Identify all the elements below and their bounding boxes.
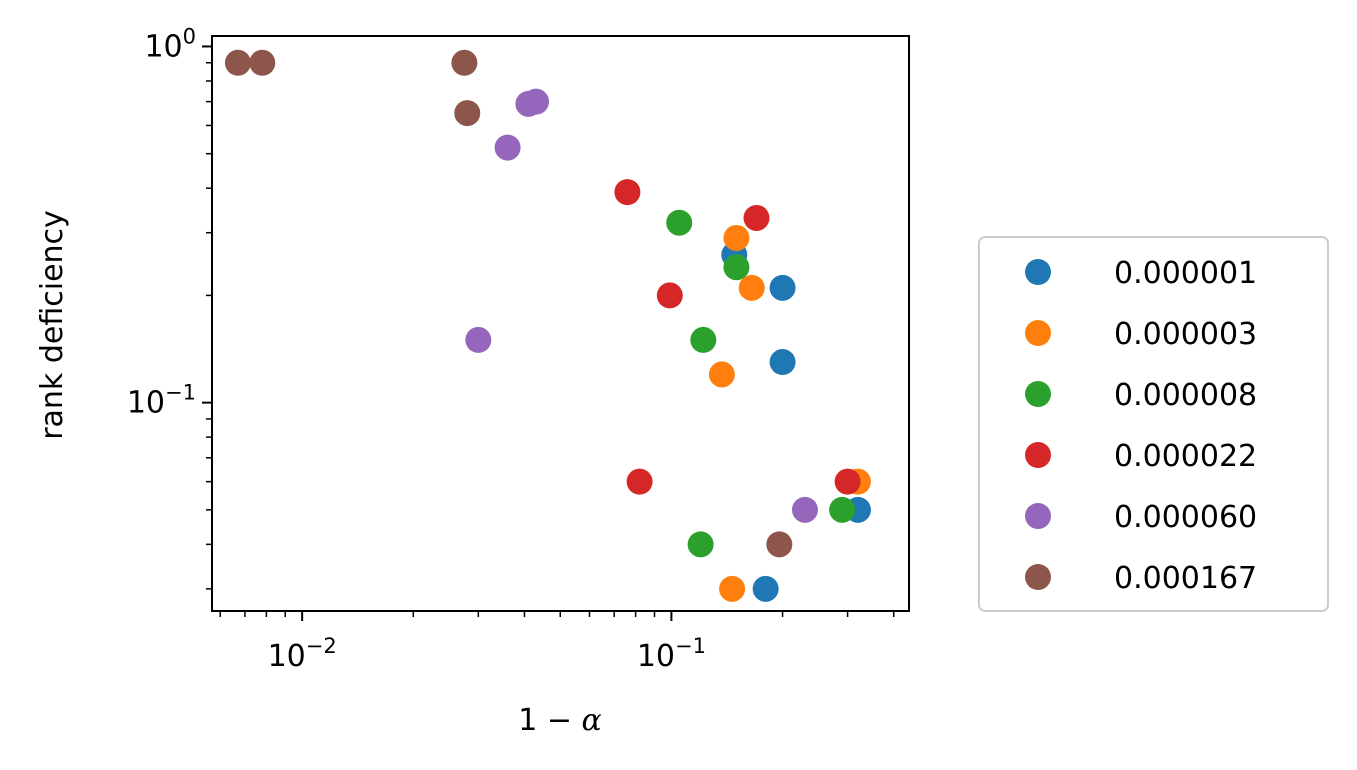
data-point	[719, 575, 746, 602]
data-point	[451, 49, 478, 76]
legend-label: 0.000060	[1114, 500, 1257, 535]
legend: 0.000001 0.000003 0.000008 0.000022 0.000060…	[978, 236, 1329, 612]
legend-label: 0.000008	[1114, 378, 1257, 413]
data-point	[708, 361, 735, 388]
legend-marker	[1025, 381, 1051, 407]
plot-area	[224, 49, 871, 602]
data-point	[834, 468, 861, 495]
data-point	[224, 49, 251, 76]
y-tick-label: 100	[144, 24, 196, 64]
legend-marker	[1025, 564, 1051, 590]
data-point	[656, 282, 683, 309]
data-point	[769, 274, 796, 301]
x-tick-label: 10−1	[637, 634, 706, 674]
legend-label: 0.000003	[1114, 317, 1257, 352]
data-point	[465, 326, 492, 353]
data-point	[666, 209, 693, 236]
x-axis-label: 1 − α	[518, 703, 602, 738]
plot-frame	[211, 35, 910, 612]
legend-label: 0.000167	[1114, 561, 1257, 596]
data-point	[766, 531, 793, 558]
data-point	[723, 224, 750, 251]
data-point	[723, 254, 750, 281]
legend-marker	[1025, 320, 1051, 346]
data-point	[829, 496, 856, 523]
legend-label: 0.000022	[1114, 439, 1257, 474]
data-point	[626, 468, 653, 495]
x-tick-label: 10−2	[268, 634, 337, 674]
data-point	[687, 531, 714, 558]
data-point	[743, 204, 770, 231]
data-point	[454, 100, 481, 127]
data-point	[515, 90, 542, 117]
y-axis-label: rank deficiency	[35, 210, 70, 440]
data-point	[614, 179, 641, 206]
data-point	[738, 274, 765, 301]
legend-frame	[978, 236, 1329, 612]
legend-label: 0.000001	[1114, 256, 1257, 291]
data-point	[494, 134, 521, 161]
legend-marker	[1025, 503, 1051, 529]
data-point	[752, 575, 779, 602]
data-point	[249, 49, 276, 76]
data-point	[769, 349, 796, 376]
data-point	[690, 326, 717, 353]
legend-marker	[1025, 259, 1051, 285]
y-tick-label: 10−1	[127, 381, 196, 421]
axes: 10−2 10−1 100 10−1	[127, 24, 910, 674]
data-point	[791, 496, 818, 523]
legend-marker	[1025, 442, 1051, 468]
